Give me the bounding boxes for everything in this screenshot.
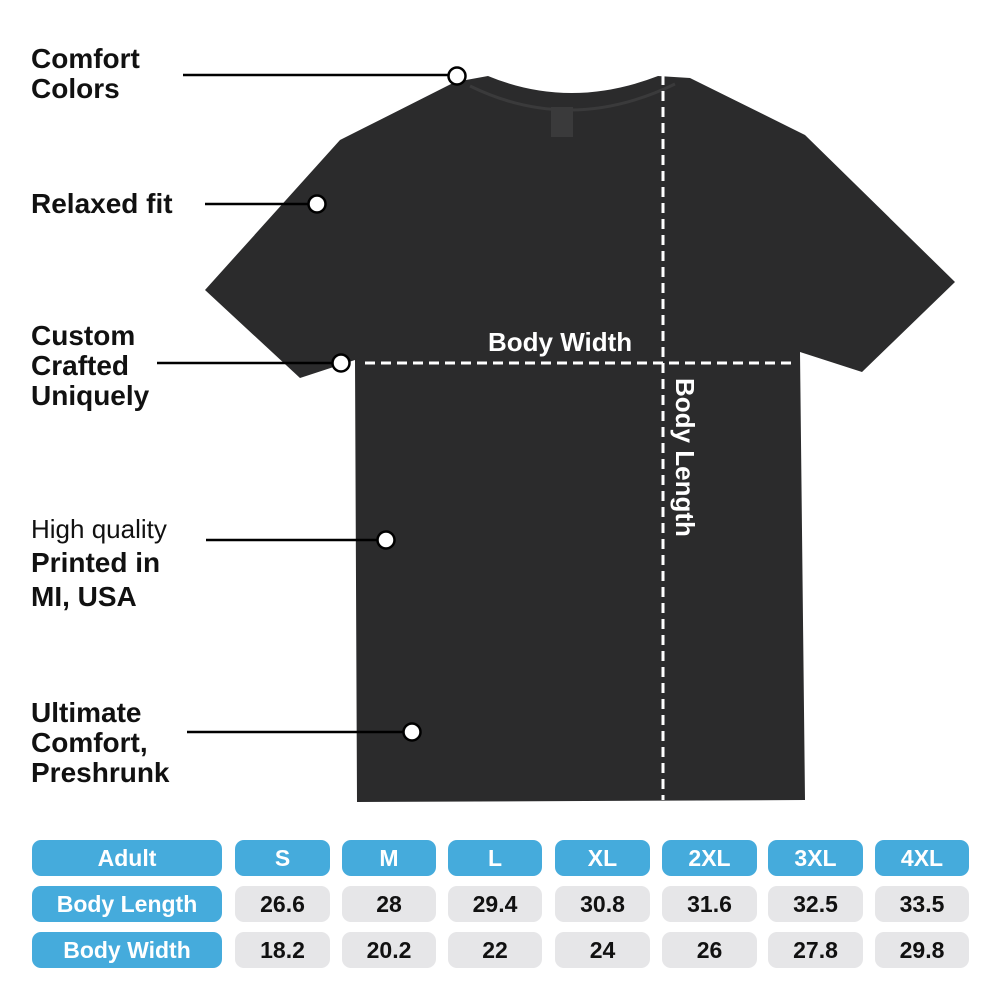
- callout-dot: [447, 66, 467, 86]
- size-value-cell: 24: [555, 932, 650, 968]
- row-label-cell: Body Length: [32, 886, 222, 922]
- size-value-cell: 31.6: [662, 886, 757, 922]
- size-header-cell: 3XL: [768, 840, 863, 876]
- body-length-label: Body Length: [670, 378, 700, 537]
- size-header-cell: XL: [555, 840, 650, 876]
- feature-comfort-colors: Comfort Colors: [31, 44, 140, 104]
- body-width-label: Body Width: [488, 327, 633, 357]
- feature-ultimate-comfort: Ultimate Comfort, Preshrunk: [31, 698, 170, 788]
- size-value-cell: 27.8: [768, 932, 863, 968]
- size-header-cell: 4XL: [875, 840, 969, 876]
- callout-dot: [376, 530, 396, 550]
- size-header-cell: Adult: [32, 840, 222, 876]
- feature-text: Comfort,: [31, 727, 148, 758]
- feature-custom-crafted: Custom Crafted Uniquely: [31, 321, 149, 411]
- feature-relaxed-fit: Relaxed fit: [31, 189, 173, 219]
- feature-text: High quality: [31, 514, 167, 544]
- size-value-cell: 18.2: [235, 932, 330, 968]
- feature-text: Comfort: [31, 43, 140, 74]
- callout-dot: [402, 722, 422, 742]
- size-value-cell: 32.5: [768, 886, 863, 922]
- feature-text: Printed in: [31, 547, 161, 578]
- size-header-cell: M: [342, 840, 436, 876]
- size-value-cell: 30.8: [555, 886, 650, 922]
- feature-text: Uniquely: [31, 380, 150, 411]
- callout-dot: [307, 194, 327, 214]
- size-value-cell: 33.5: [875, 886, 969, 922]
- feature-text: Custom: [31, 320, 136, 351]
- size-value-cell: 29.8: [875, 932, 969, 968]
- feature-text: Colors: [31, 73, 120, 104]
- size-header-cell: S: [235, 840, 330, 876]
- size-value-cell: 26.6: [235, 886, 330, 922]
- callout-dot: [331, 353, 351, 373]
- size-value-cell: 22: [448, 932, 542, 968]
- size-value-cell: 29.4: [448, 886, 542, 922]
- feature-text: MI, USA: [31, 581, 137, 612]
- row-label-cell: Body Width: [32, 932, 222, 968]
- size-value-cell: 20.2: [342, 932, 436, 968]
- neck-label: [551, 107, 573, 137]
- size-value-cell: 28: [342, 886, 436, 922]
- feature-text: Relaxed fit: [31, 188, 173, 219]
- size-value-cell: 26: [662, 932, 757, 968]
- feature-text: Ultimate: [31, 697, 142, 728]
- tshirt: [205, 76, 955, 802]
- size-header-cell: 2XL: [662, 840, 757, 876]
- size-header-cell: L: [448, 840, 542, 876]
- feature-printed-in: High quality Printed in MI, USA: [31, 512, 167, 614]
- feature-text: Crafted: [31, 350, 130, 381]
- feature-text: Preshrunk: [31, 757, 170, 788]
